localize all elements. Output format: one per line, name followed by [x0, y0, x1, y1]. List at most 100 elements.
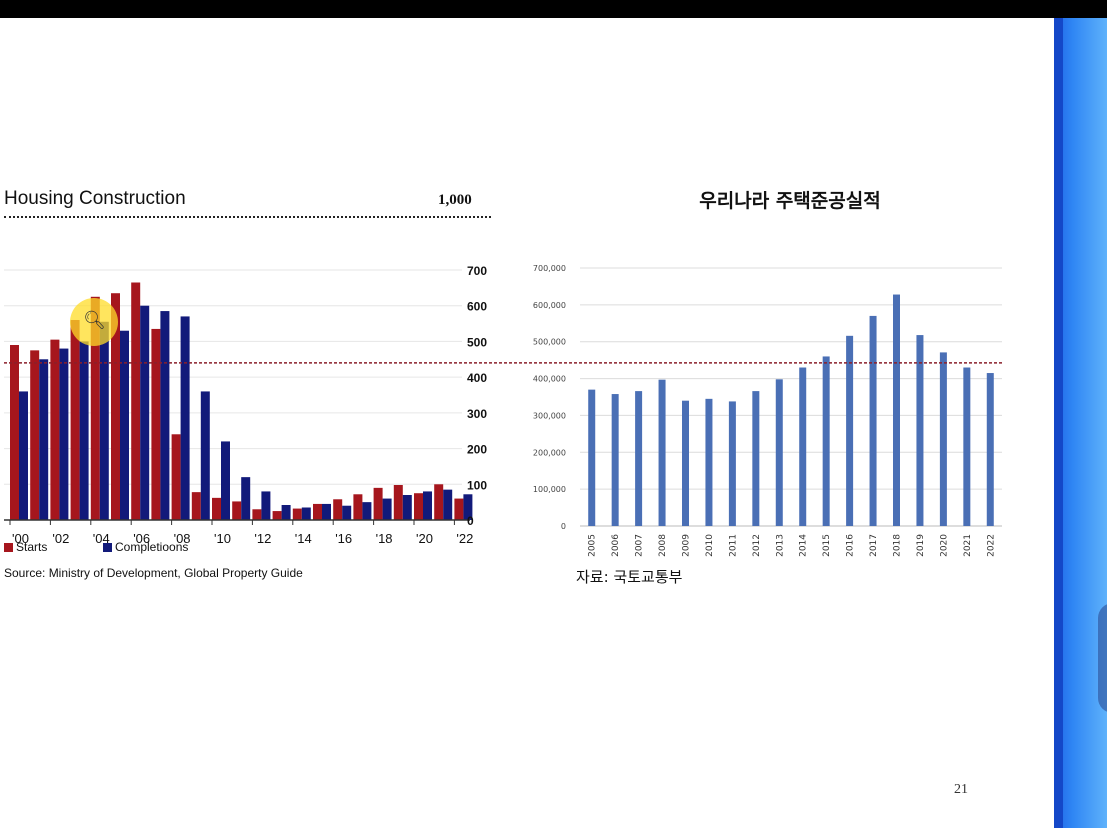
right-bar-2015 [822, 356, 830, 526]
right-bar-2014 [799, 367, 807, 526]
right-x-tick-label: 2017 [869, 534, 879, 557]
right-bar-2008 [658, 379, 666, 526]
left-bar-starts-2010 [212, 497, 221, 520]
cursor-highlight [70, 298, 118, 346]
left-bar-starts-2014 [292, 508, 302, 520]
right-x-tick-label: 2013 [775, 534, 785, 557]
left-bar-completions-2014 [301, 507, 311, 520]
left-bar-completions-2005 [120, 330, 129, 520]
left-bar-starts-2006 [131, 282, 141, 520]
left-bar-completions-2018 [382, 498, 392, 520]
left-bar-starts-2008 [171, 434, 181, 520]
left-bar-starts-2003 [70, 320, 80, 520]
magnifier-cursor-icon: 🔍︎ [83, 310, 106, 331]
left-y-tick-label: 600 [467, 300, 487, 314]
right-bar-2006 [611, 394, 619, 526]
right-x-tick-label: 2006 [611, 534, 621, 557]
left-bar-starts-2001 [30, 350, 40, 520]
right-bar-2009 [682, 400, 689, 526]
right-bar-2018 [893, 294, 900, 526]
left-bar-starts-2013 [272, 511, 282, 520]
left-bar-starts-2004 [90, 296, 100, 520]
left-bar-completions-2000 [19, 391, 28, 520]
left-bar-starts-2002 [50, 339, 60, 520]
left-x-tick-label: '22 [456, 531, 473, 546]
right-bar-2019 [916, 335, 924, 526]
right-x-tick-label: 2015 [822, 534, 832, 557]
right-x-tick-label: 2020 [939, 534, 949, 557]
left-y-tick-label: 400 [467, 371, 487, 385]
left-bar-completions-2011 [241, 477, 251, 520]
left-y-tick-label: 500 [467, 335, 487, 349]
right-y-tick-label: 600,000 [533, 301, 566, 310]
right-bar-2013 [775, 379, 783, 526]
page-number: 21 [954, 782, 968, 797]
left-bar-starts-2005 [111, 293, 120, 520]
left-bar-completions-2001 [39, 359, 49, 520]
right-x-tick-label: 2011 [728, 534, 738, 557]
legend-completions-swatch [103, 542, 112, 552]
left-bar-starts-2016 [333, 499, 343, 520]
right-x-tick-label: 2014 [799, 534, 809, 557]
right-y-tick-label: 500,000 [533, 338, 566, 347]
left-bar-completions-2013 [281, 505, 291, 520]
left-x-tick-label: '14 [295, 531, 312, 546]
left-bar-starts-2019 [393, 485, 403, 520]
left-x-tick-label: '04 [93, 531, 110, 546]
right-bar-2021 [963, 367, 971, 526]
left-bar-completions-2015 [322, 503, 331, 520]
left-bar-completions-2007 [160, 311, 170, 520]
left-bar-completions-2017 [362, 502, 372, 520]
left-y-tick-label: 700 [467, 264, 487, 278]
right-x-tick-label: 2022 [986, 534, 996, 557]
right-x-tick-label: 2007 [635, 534, 645, 557]
left-bar-completions-2008 [180, 316, 190, 520]
left-x-tick-label: '10 [214, 531, 231, 546]
left-y-tick-label: 100 [467, 478, 487, 492]
left-bar-completions-2009 [200, 391, 210, 520]
legend-completions: Completioons [103, 540, 188, 554]
left-y-tick-label: 200 [467, 443, 487, 457]
left-bar-starts-2020 [414, 493, 423, 520]
right-bar-2011 [728, 401, 736, 526]
right-y-tick-label: 400,000 [533, 375, 566, 384]
right-y-tick-label: 100,000 [533, 485, 566, 494]
right-bar-2016 [846, 335, 854, 526]
right-x-tick-label: 2010 [705, 534, 715, 557]
right-bar-2010 [705, 398, 713, 526]
left-x-tick-label: '08 [174, 531, 191, 546]
left-bar-starts-2017 [353, 494, 363, 520]
right-bar-2022 [986, 373, 994, 526]
left-x-tick-label: '18 [376, 531, 393, 546]
right-bar-2005 [588, 389, 596, 526]
side-panel-strip [1054, 18, 1063, 828]
right-x-tick-label: 2016 [846, 534, 856, 557]
legend-starts: Starts [4, 540, 47, 554]
left-bar-completions-2016 [342, 505, 352, 520]
right-x-tick-label: 2009 [682, 534, 692, 557]
right-y-tick-label: 200,000 [533, 448, 566, 457]
left-x-tick-label: '16 [335, 531, 352, 546]
right-y-tick-label: 0 [561, 522, 566, 531]
right-chart-title: 우리나라 주택준공실적 [699, 190, 881, 212]
left-bar-completions-2006 [140, 305, 150, 520]
right-x-tick-label: 2021 [963, 534, 973, 557]
left-bar-completions-2004 [99, 321, 109, 520]
side-panel-handle[interactable] [1098, 603, 1107, 713]
left-x-tick-label: '00 [12, 531, 29, 546]
left-bar-starts-2015 [313, 503, 322, 520]
legend-starts-swatch [4, 542, 13, 552]
left-y-tick-label: 0 [467, 514, 474, 528]
left-bar-starts-2022 [454, 498, 464, 520]
left-bar-starts-2011 [232, 501, 242, 520]
right-x-tick-label: 2008 [658, 534, 668, 557]
right-x-tick-label: 2019 [916, 534, 926, 557]
right-bar-2020 [939, 352, 947, 526]
left-bar-completions-2022 [463, 494, 473, 520]
left-x-tick-label: '06 [133, 531, 150, 546]
left-chart-title-rule [4, 216, 491, 218]
right-y-tick-label: 300,000 [533, 411, 566, 420]
side-panel [1054, 18, 1107, 828]
left-bar-starts-2007 [151, 328, 161, 520]
left-bar-completions-2020 [423, 491, 432, 520]
